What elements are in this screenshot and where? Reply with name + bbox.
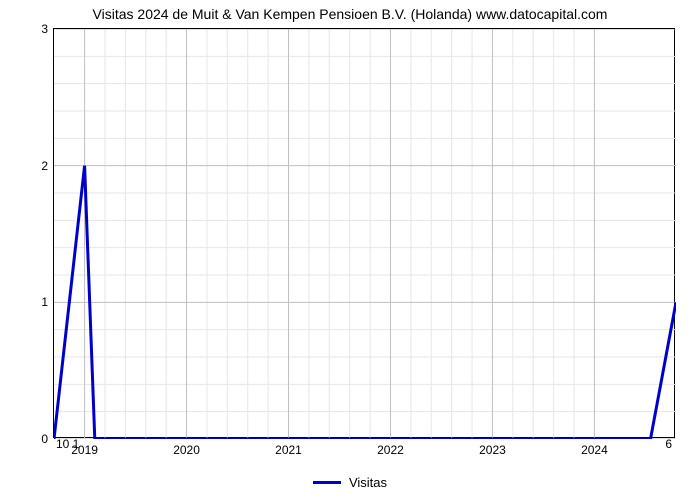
plot-svg — [54, 29, 676, 439]
y-tick-label: 3 — [41, 22, 48, 36]
x-tick-label: 2020 — [173, 443, 200, 457]
legend-swatch — [313, 481, 341, 484]
x-tick-label: 2019 — [71, 443, 98, 457]
plot-area: 10 1 6 0123201920202021202220232024 — [53, 28, 675, 438]
x-tick-label: 2022 — [377, 443, 404, 457]
legend: Visitas — [0, 472, 700, 490]
y-tick-label: 1 — [41, 295, 48, 309]
bottom-right-number: 6 — [665, 437, 672, 451]
x-tick-label: 2024 — [581, 443, 608, 457]
legend-label: Visitas — [349, 475, 387, 490]
legend-item-visitas: Visitas — [313, 475, 387, 490]
y-tick-label: 0 — [41, 432, 48, 446]
x-tick-label: 2023 — [479, 443, 506, 457]
chart-title: Visitas 2024 de Muit & Van Kempen Pensio… — [0, 6, 700, 22]
y-tick-label: 2 — [41, 159, 48, 173]
x-tick-label: 2021 — [275, 443, 302, 457]
chart-container: { "chart": { "type": "line", "title": "V… — [0, 0, 700, 500]
